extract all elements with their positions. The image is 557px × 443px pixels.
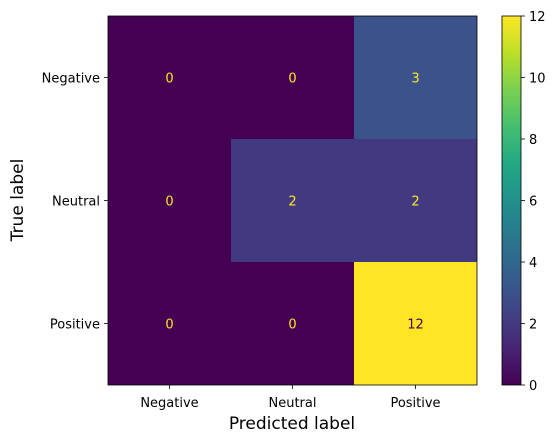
heatmap-cell	[108, 262, 231, 385]
cell-value-label: 2	[411, 195, 419, 210]
x-tick-label: Negative	[140, 396, 198, 411]
colorbar-gradient	[501, 15, 522, 386]
y-tick-label: Negative	[42, 72, 100, 87]
y-axis-label: True label	[8, 159, 28, 243]
heatmap-cell	[108, 139, 231, 262]
cell-value-label: 12	[407, 318, 424, 333]
x-axis-ticks: Negative Neutral Positive	[140, 385, 441, 411]
y-tick-label: Neutral	[52, 195, 100, 210]
heatmap-cell	[108, 16, 231, 139]
colorbar-tick-label: 2	[529, 318, 537, 333]
heatmap-cell	[231, 262, 354, 385]
heatmap-plot-area: 0 0 3 0 2 2 0 0 12	[107, 15, 478, 386]
cell-value-label: 0	[165, 72, 173, 87]
x-tick-label: Positive	[390, 396, 440, 411]
colorbar-tick-label: 8	[529, 133, 537, 148]
colorbar-tick-label: 6	[529, 195, 537, 210]
cell-value-label: 2	[288, 195, 296, 210]
colorbar-tick-label: 0	[529, 379, 537, 394]
heatmap-cell	[354, 262, 477, 385]
x-tick-label: Neutral	[269, 396, 317, 411]
colorbar	[501, 15, 522, 386]
cell-value-label: 3	[411, 72, 419, 87]
cell-value-label: 0	[165, 318, 173, 333]
colorbar-tick-label: 4	[529, 256, 537, 271]
y-tick-label: Positive	[50, 318, 100, 333]
heatmap-cell	[231, 16, 354, 139]
heatmap-cell	[354, 16, 477, 139]
colorbar-tick-label: 10	[529, 72, 546, 87]
heatmap-cell	[231, 139, 354, 262]
colorbar-tick-label: 12	[529, 10, 546, 25]
x-axis-label: Predicted label	[229, 414, 355, 434]
y-axis-ticks: Negative Neutral Positive	[42, 72, 108, 333]
cell-value-label: 0	[288, 318, 296, 333]
heatmap-cell	[354, 139, 477, 262]
colorbar-ticks: 0 2 4 6 8 10 12	[521, 10, 546, 394]
cell-value-label: 0	[165, 195, 173, 210]
cell-value-label: 0	[288, 72, 296, 87]
